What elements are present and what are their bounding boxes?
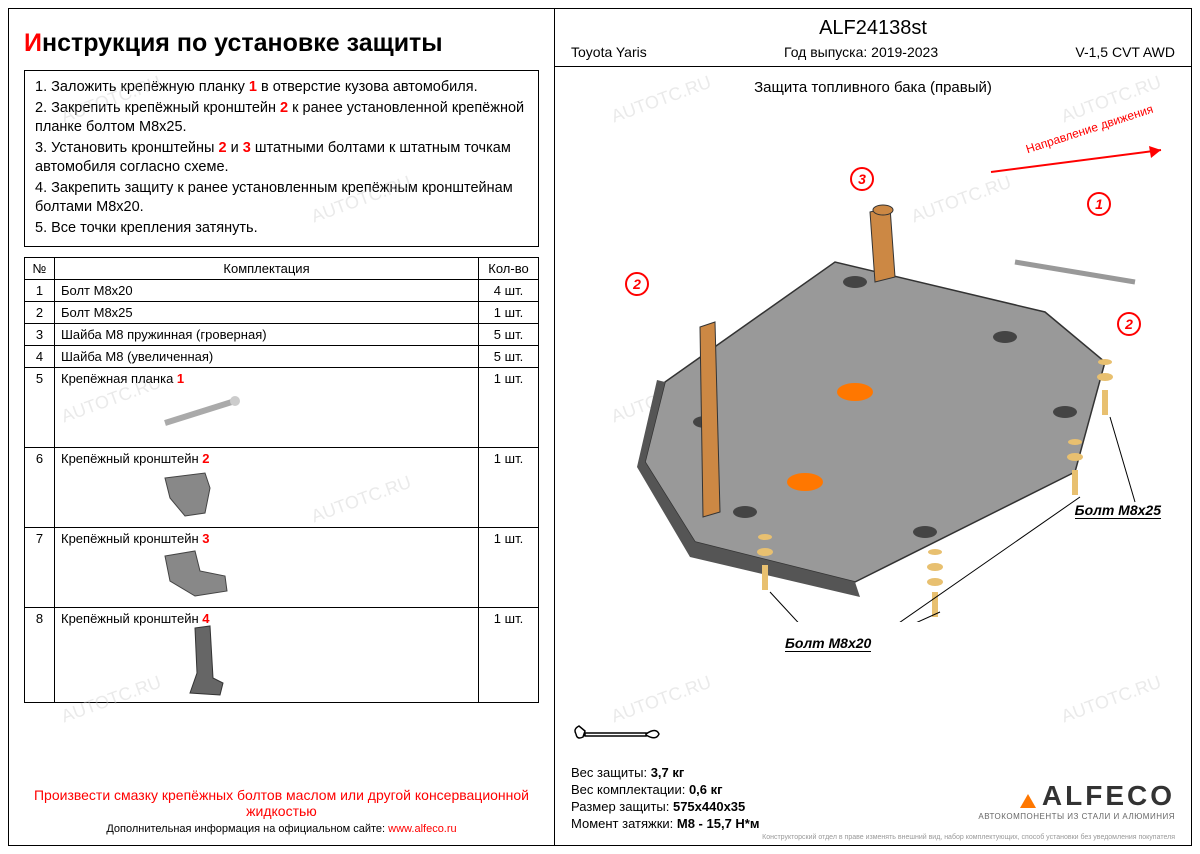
footer-info: Дополнительная информация на официальном… <box>24 823 539 835</box>
table-row: 4Шайба М8 (увеличенная)5 шт. <box>25 345 539 367</box>
callout-2: 2 <box>625 272 649 296</box>
table-row: 5 Крепёжная планка 1 1 шт. <box>25 367 539 447</box>
title-rest: нструкция по установке защиты <box>42 29 443 57</box>
table-row: 2Болт М8х251 шт. <box>25 301 539 323</box>
callout-1: 1 <box>1087 192 1111 216</box>
website-link[interactable]: www.alfeco.ru <box>388 823 456 835</box>
instruction-1: 1. Заложить крепёжную планку 1 в отверст… <box>35 78 528 98</box>
product-code: ALF24138st <box>571 17 1175 40</box>
right-header: ALF24138st Toyota Yaris Год выпуска: 201… <box>555 9 1191 67</box>
wrench-icon <box>571 723 661 745</box>
spec-kit-weight: Вес комплектации: 0,6 кг <box>571 782 759 797</box>
title-first-letter: И <box>24 29 42 57</box>
table-row: 1Болт М8х204 шт. <box>25 279 539 301</box>
bolt-label-m8x20: Болт М8х20 <box>785 635 871 652</box>
col-name: Комплектация <box>55 257 479 279</box>
parts-table: № Комплектация Кол-во 1Болт М8х204 шт. 2… <box>24 257 539 703</box>
page-frame: AUTOTC.RU AUTOTC.RU AUTOTC.RU AUTOTC.RU … <box>8 8 1192 846</box>
year: Год выпуска: 2019-2023 <box>784 44 938 60</box>
diagram-title: Защита топливного бака (правый) <box>555 67 1191 102</box>
table-row: 3Шайба М8 пружинная (гроверная)5 шт. <box>25 323 539 345</box>
part-image-bracket-4 <box>175 623 235 698</box>
table-header-row: № Комплектация Кол-во <box>25 257 539 279</box>
diagram-area: Направление движения <box>555 102 1191 662</box>
instruction-3: 3. Установить кронштейны 2 и 3 штатными … <box>35 139 528 178</box>
part-image-plank <box>155 393 255 433</box>
callout-2: 2 <box>1117 312 1141 336</box>
callout-3: 3 <box>850 167 874 191</box>
table-row: 6 Крепёжный кронштейн 2 1 шт. <box>25 447 539 527</box>
logo-subtitle: АВТОКОМПОНЕНТЫ ИЗ СТАЛИ И АЛЮМИНИЯ <box>978 812 1175 821</box>
instruction-5: 5. Все точки крепления затянуть. <box>35 219 528 239</box>
page-title: Инструкция по установке защиты <box>24 29 539 58</box>
right-column: ALF24138st Toyota Yaris Год выпуска: 201… <box>554 9 1191 845</box>
table-row: 8 Крепёжный кронштейн 4 1 шт. <box>25 607 539 702</box>
col-qty: Кол-во <box>479 257 539 279</box>
disclaimer: Конструкторский отдел в праве изменять в… <box>762 834 1175 841</box>
table-row: 7 Крепёжный кронштейн 3 1 шт. <box>25 527 539 607</box>
instruction-2: 2. Закрепить крепёжный кронштейн 2 к ран… <box>35 99 528 138</box>
product-info: Toyota Yaris Год выпуска: 2019-2023 V-1,… <box>571 44 1175 60</box>
part-image-bracket-2 <box>155 468 235 518</box>
logo: ALFECO АВТОКОМПОНЕНТЫ ИЗ СТАЛИ И АЛЮМИНИ… <box>978 780 1175 821</box>
specs-box: Вес защиты: 3,7 кг Вес комплектации: 0,6… <box>571 763 759 833</box>
instructions-box: 1. Заложить крепёжную планку 1 в отверст… <box>24 70 539 247</box>
spec-size: Размер защиты: 575х440х35 <box>571 799 759 814</box>
footer-warning: Произвести смазку крепёжных болтов масло… <box>24 779 539 819</box>
bolt-label-m8x25: Болт М8х25 <box>1075 502 1161 519</box>
vehicle: Toyota Yaris <box>571 44 647 60</box>
logo-triangle-icon <box>1020 794 1036 808</box>
instruction-4: 4. Закрепить защиту к ранее установленны… <box>35 179 528 218</box>
logo-text: ALFECO <box>1042 780 1175 811</box>
part-image-bracket-3 <box>155 546 245 601</box>
spec-weight: Вес защиты: 3,7 кг <box>571 765 759 780</box>
protection-plate-diagram <box>575 162 1155 622</box>
left-column: Инструкция по установке защиты 1. Заложи… <box>9 9 554 845</box>
spec-torque: Момент затяжки: М8 - 15,7 Н*м <box>571 816 759 831</box>
engine: V-1,5 CVT AWD <box>1075 44 1175 60</box>
col-num: № <box>25 257 55 279</box>
